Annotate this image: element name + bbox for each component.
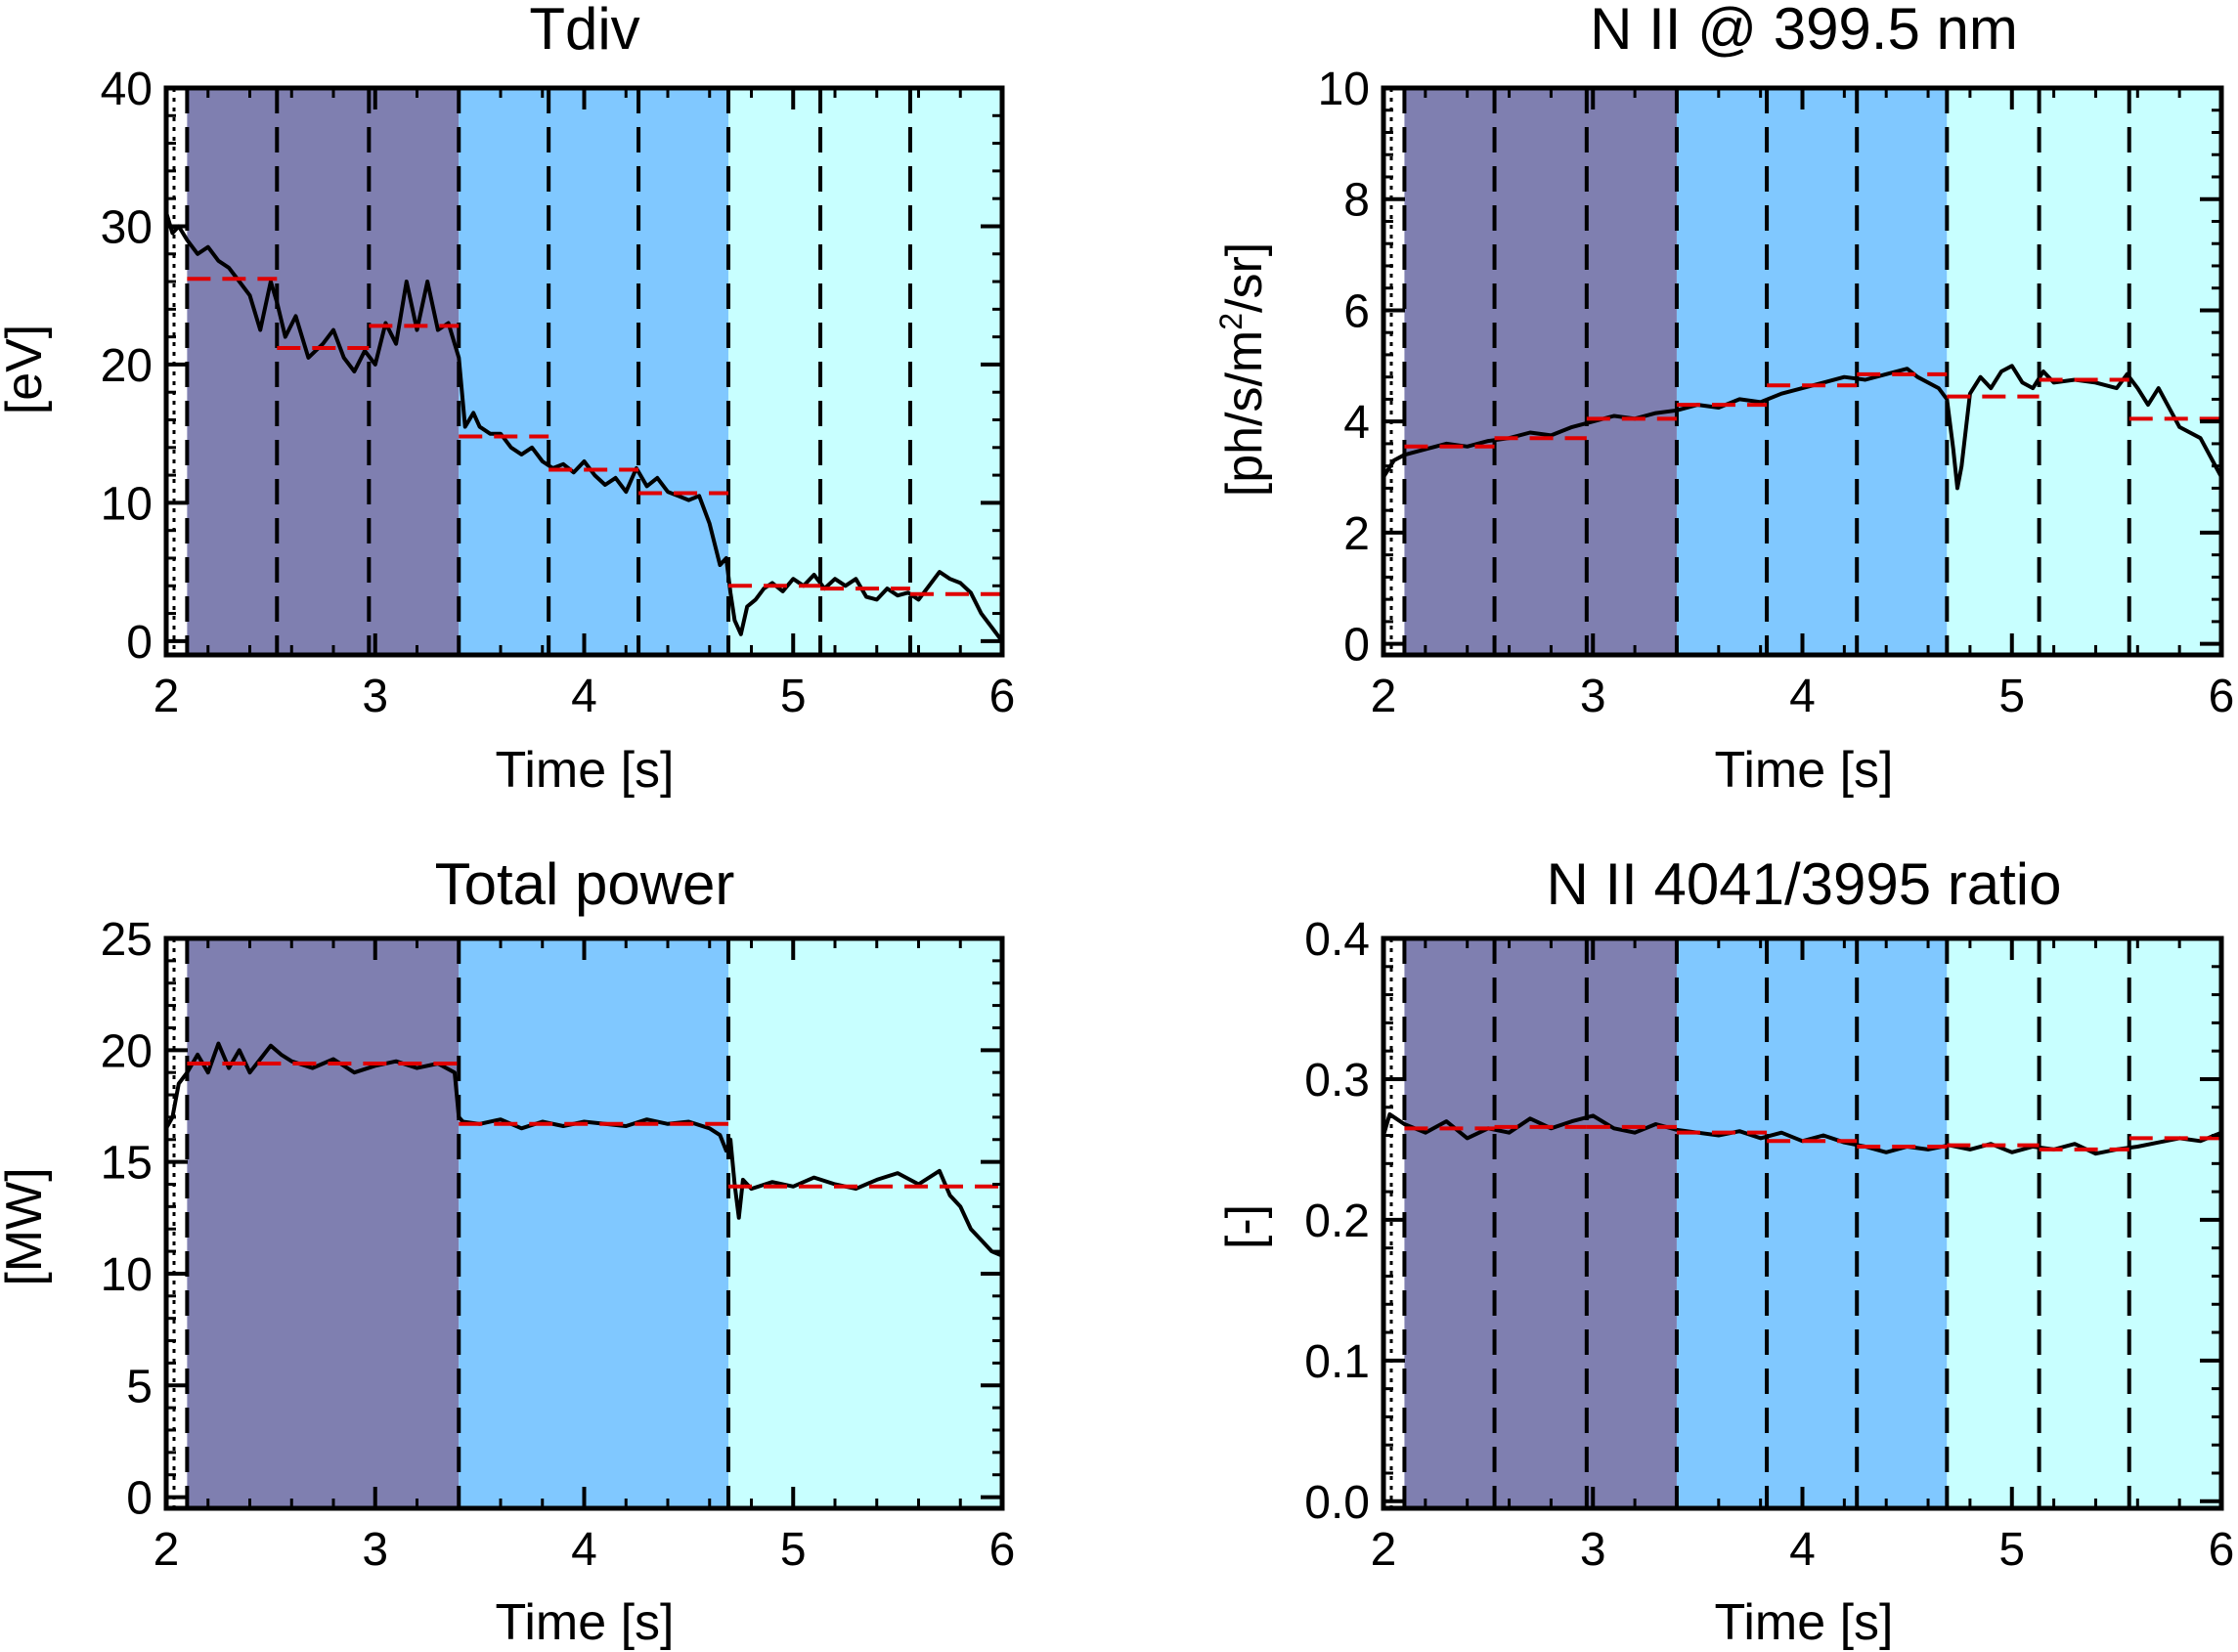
y-tick-label: 20 — [101, 340, 153, 392]
y-tick-label: 0.1 — [1304, 1336, 1370, 1388]
x-tick-label: 2 — [1371, 1524, 1397, 1576]
y-tick-label: 0 — [126, 617, 153, 669]
y-tick-label: 0.0 — [1304, 1477, 1370, 1529]
x-tick-label: 5 — [780, 1524, 807, 1576]
y-tick-label: 0 — [126, 1473, 153, 1525]
panel-title: N II @ 399.5 nm — [1590, 0, 2018, 62]
y-axis-label: [-] — [1216, 1204, 1273, 1249]
plot-area: 2 3 4 5 6 0 10 20 30 40 — [101, 64, 1016, 722]
x-axis-label: Time [s] — [496, 1594, 675, 1651]
x-tick-label: 6 — [989, 671, 1016, 722]
y-tick-label: 0.4 — [1304, 914, 1370, 966]
x-tick-label: 4 — [571, 1524, 597, 1576]
x-tick-label: 5 — [1998, 1524, 2025, 1576]
x-tick-label: 3 — [1580, 671, 1606, 722]
shaded-band — [1676, 88, 1948, 655]
panel-title: Total power — [435, 851, 735, 917]
y-tick-label: 10 — [101, 1249, 153, 1301]
x-tick-label: 6 — [2209, 1524, 2235, 1576]
x-tick-label: 4 — [1789, 671, 1816, 722]
y-tick-label: 10 — [1318, 64, 1370, 115]
x-tick-label: 5 — [780, 671, 807, 722]
shaded-band — [459, 938, 728, 1508]
y-tick-label: 20 — [101, 1025, 153, 1077]
x-axis-label: Time [s] — [496, 742, 675, 799]
shaded-band — [727, 938, 1002, 1508]
y-axis-label: [ph/s/m2/sr] — [1213, 242, 1273, 498]
x-tick-label: 6 — [989, 1524, 1016, 1576]
x-tick-label: 4 — [1789, 1524, 1816, 1576]
x-tick-label: 4 — [571, 671, 597, 722]
y-tick-label: 0.3 — [1304, 1055, 1370, 1107]
y-tick-label: 25 — [101, 914, 153, 966]
plot-area: 2 3 4 5 6 0.0 0.1 0.2 0.3 0.4 — [1304, 914, 2234, 1576]
shaded-band — [187, 88, 460, 655]
shaded-band — [1676, 938, 1948, 1508]
panel-title: Tdiv — [529, 0, 639, 62]
shaded-band — [187, 938, 460, 1508]
x-tick-label: 2 — [1371, 671, 1397, 722]
y-axis-label: [MW] — [0, 1167, 53, 1285]
x-tick-label: 3 — [1580, 1524, 1606, 1576]
x-tick-label: 2 — [154, 671, 180, 722]
panel-total-power: Total power Time [s] [MW] 2 3 4 5 6051015202… — [0, 851, 1015, 1651]
y-tick-label: 4 — [1343, 397, 1370, 449]
y-tick-label: 10 — [101, 478, 153, 530]
x-tick-label: 3 — [362, 1524, 388, 1576]
x-tick-label: 5 — [1998, 671, 2025, 722]
panel-nii-ratio: N II 4041/3995 ratio Time [s] [-] 2 3 4 5 6 0… — [1216, 851, 2234, 1651]
shaded-band — [1947, 938, 2221, 1508]
panel-tdiv: Tdiv Time [s] [eV] 2 3 4 5 6 0 10 20 30 40 — [0, 0, 1015, 799]
shaded-band — [459, 88, 728, 655]
shaded-band — [1404, 88, 1677, 655]
y-tick-label: 5 — [126, 1361, 153, 1413]
x-axis-label: Time [s] — [1715, 742, 1894, 799]
y-axis-label: [eV] — [0, 325, 53, 415]
panel-title: N II 4041/3995 ratio — [1546, 851, 2061, 917]
y-tick-label: 2 — [1343, 508, 1370, 560]
y-tick-label: 8 — [1343, 175, 1370, 227]
y-tick-label: 40 — [101, 64, 153, 115]
x-tick-label: 3 — [362, 671, 388, 722]
y-tick-label: 0.2 — [1304, 1196, 1370, 1247]
x-tick-label: 2 — [154, 1524, 180, 1576]
panel-nii-3995: N II @ 399.5 nm Time [s] [ph/s/m2/sr] 2 3… — [1213, 0, 2234, 799]
shaded-band — [1404, 938, 1677, 1508]
y-tick-label: 30 — [101, 201, 153, 253]
shaded-band — [1947, 88, 2221, 655]
shaded-band — [727, 88, 1002, 655]
y-tick-label: 6 — [1343, 285, 1370, 337]
x-axis-label: Time [s] — [1715, 1594, 1894, 1651]
plot-area: 2 3 4 5 6 0 5 10 15 20 25 — [101, 914, 1016, 1576]
y-tick-label: 0 — [1343, 620, 1370, 672]
x-tick-label: 6 — [2209, 671, 2235, 722]
y-tick-label: 15 — [101, 1138, 153, 1190]
